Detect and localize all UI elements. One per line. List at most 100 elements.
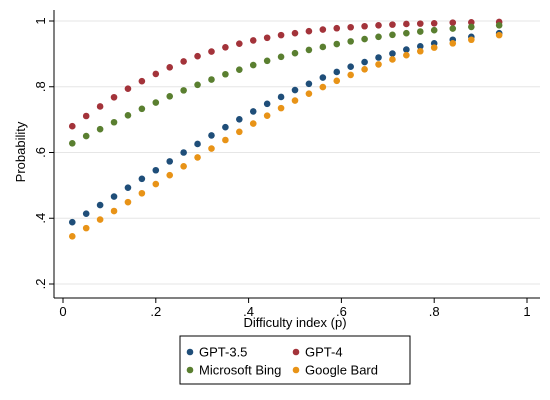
data-point (208, 132, 215, 139)
data-point (236, 66, 243, 73)
data-point (361, 35, 368, 43)
data-point (124, 184, 132, 191)
x-tick-label: .6 (336, 304, 347, 319)
data-point (222, 70, 229, 78)
series-google-bard (68, 31, 503, 240)
data-point (96, 125, 104, 133)
data-point (333, 77, 341, 85)
data-point (110, 193, 118, 200)
data-point (180, 163, 187, 170)
data-point (96, 103, 104, 110)
legend-marker (186, 348, 194, 356)
data-point (389, 56, 396, 63)
data-point (416, 28, 424, 35)
data-point (305, 80, 313, 88)
data-point (82, 210, 90, 217)
data-point (403, 20, 410, 28)
data-point (333, 68, 341, 76)
data-point (291, 29, 299, 37)
data-point (124, 85, 132, 93)
data-point (468, 19, 475, 26)
y-tick-label: .4 (33, 213, 48, 224)
data-point (110, 118, 118, 126)
data-point (305, 27, 313, 35)
data-point (403, 46, 410, 53)
data-point (416, 43, 424, 50)
data-point (449, 40, 457, 47)
data-point (194, 154, 201, 161)
x-tick-label: 1 (523, 304, 530, 319)
data-point (495, 31, 503, 39)
data-point (277, 93, 285, 101)
data-point (194, 52, 201, 60)
data-point (82, 224, 90, 232)
y-axis-title: Probability (13, 121, 28, 182)
series-gpt-4 (68, 18, 503, 130)
data-point (375, 61, 382, 68)
data-point (319, 43, 327, 51)
data-point (347, 71, 354, 79)
data-point (263, 57, 271, 65)
data-point (403, 29, 410, 37)
data-point (138, 105, 146, 113)
data-point (222, 136, 229, 144)
data-point (430, 20, 438, 27)
data-point (138, 189, 146, 197)
data-point (319, 74, 327, 81)
data-point (347, 63, 354, 70)
grid-lines (54, 20, 540, 285)
data-point (152, 166, 160, 174)
data-point (403, 51, 410, 59)
data-point (263, 100, 271, 108)
x-tick-label: 0 (59, 304, 66, 319)
data-point (449, 19, 457, 26)
data-point (222, 44, 229, 51)
data-point (180, 149, 187, 156)
x-tick-label: .8 (429, 304, 440, 319)
data-point (305, 46, 313, 54)
data-point (68, 139, 76, 147)
data-point (347, 23, 354, 31)
data-point (110, 93, 118, 101)
data-point (361, 22, 368, 30)
data-point (96, 216, 104, 223)
legend-marker (186, 366, 194, 374)
data-point (236, 128, 243, 136)
data-point (319, 83, 327, 91)
data-point (110, 207, 118, 215)
data-point (138, 175, 146, 183)
x-axis-title: Difficulty index (p) (243, 315, 346, 330)
data-point (68, 233, 76, 240)
data-point (468, 23, 475, 31)
data-point (333, 40, 341, 48)
legend-marker (292, 348, 300, 356)
data-point (389, 50, 396, 57)
data-point (194, 140, 201, 148)
data-point (495, 21, 503, 29)
data-point (277, 53, 285, 61)
data-point (166, 92, 174, 100)
data-point (249, 61, 257, 69)
data-point (152, 70, 160, 78)
data-point (166, 171, 174, 179)
y-tick-label: .2 (33, 279, 48, 290)
data-point (249, 120, 257, 127)
data-point (180, 58, 187, 65)
legend-label: GPT-3.5 (199, 345, 247, 360)
data-point (361, 66, 368, 73)
data-point (389, 21, 396, 28)
data-point (468, 36, 475, 44)
data-point (305, 90, 313, 97)
data-point (361, 58, 368, 66)
data-point (319, 26, 327, 33)
data-point (236, 40, 243, 47)
data-point (236, 115, 243, 123)
data-point (138, 77, 146, 85)
data-point (291, 86, 299, 94)
y-tick-label: .6 (33, 147, 48, 158)
data-point (249, 37, 257, 44)
data-point (375, 33, 382, 41)
data-point (389, 31, 396, 39)
